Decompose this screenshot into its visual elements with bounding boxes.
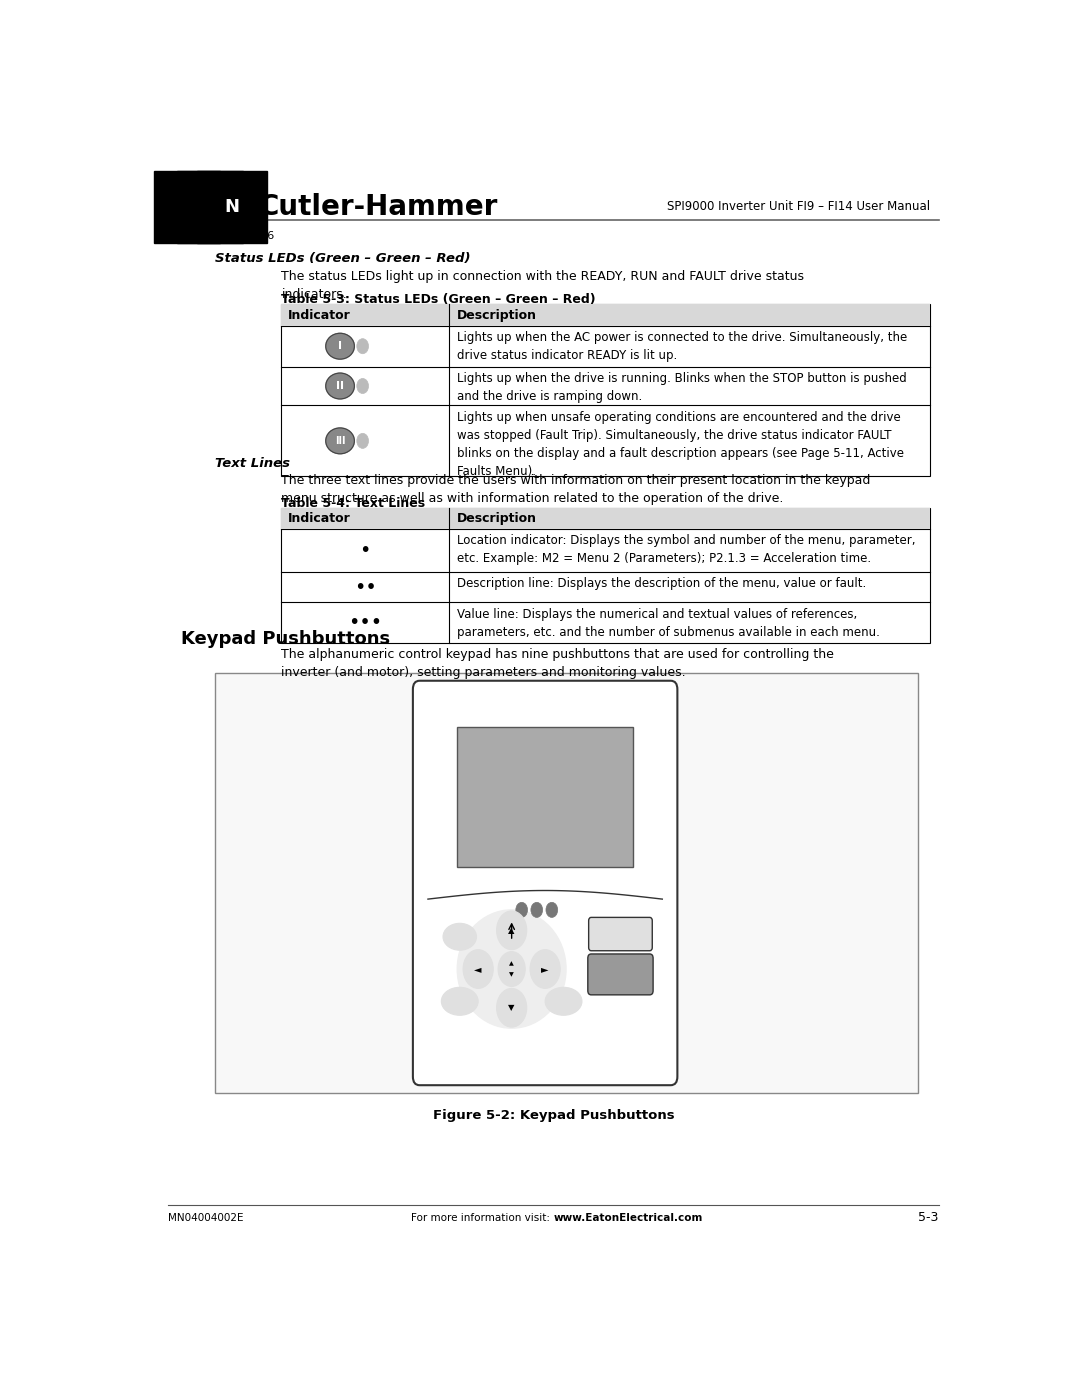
Text: September 2006: September 2006 — [181, 231, 274, 240]
Text: Keypad Pushbuttons: Keypad Pushbuttons — [181, 630, 390, 648]
FancyBboxPatch shape — [282, 507, 930, 643]
Text: Lights up when the AC power is connected to the drive. Simultaneously, the
drive: Lights up when the AC power is connected… — [457, 331, 907, 362]
Circle shape — [463, 950, 494, 989]
Circle shape — [356, 433, 368, 448]
Text: Indicator: Indicator — [288, 511, 351, 525]
FancyBboxPatch shape — [282, 507, 930, 529]
Text: Lights up when unsafe operating conditions are encountered and the drive
was sto: Lights up when unsafe operating conditio… — [457, 411, 904, 478]
Circle shape — [546, 902, 557, 918]
Text: ▼: ▼ — [510, 972, 514, 977]
Text: E: E — [181, 198, 193, 217]
Ellipse shape — [326, 334, 354, 359]
Text: Table 5-3: Status LEDs (Green – Green – Red): Table 5-3: Status LEDs (Green – Green – … — [282, 293, 596, 306]
Text: N: N — [225, 198, 240, 217]
Text: www.EatonElectrical.com: www.EatonElectrical.com — [554, 1213, 703, 1222]
Circle shape — [516, 902, 527, 918]
FancyBboxPatch shape — [589, 918, 652, 951]
Text: select: select — [449, 999, 470, 1004]
Text: Table 5-4: Text Lines: Table 5-4: Text Lines — [282, 497, 426, 510]
FancyBboxPatch shape — [457, 726, 633, 866]
Text: Description: Description — [457, 511, 537, 525]
Text: T: T — [204, 198, 216, 217]
Text: ►: ► — [541, 964, 549, 974]
Text: MN04004002E: MN04004002E — [168, 1213, 244, 1222]
Text: enter: enter — [554, 999, 572, 1004]
Text: ▲: ▲ — [510, 961, 514, 967]
Text: For more information visit:: For more information visit: — [411, 1213, 554, 1222]
FancyBboxPatch shape — [588, 954, 653, 995]
Text: Value line: Displays the numerical and textual values of references,
parameters,: Value line: Displays the numerical and t… — [457, 608, 880, 638]
Text: II: II — [336, 381, 345, 391]
Ellipse shape — [545, 988, 582, 1016]
FancyBboxPatch shape — [413, 680, 677, 1085]
Circle shape — [531, 902, 542, 918]
Text: ◄: ◄ — [474, 964, 482, 974]
Text: Indicator: Indicator — [288, 309, 351, 321]
Text: III: III — [335, 436, 346, 446]
Text: ·: · — [193, 198, 201, 217]
Text: •: • — [360, 541, 370, 560]
Text: Location indicator: Displays the symbol and number of the menu, parameter,
etc. : Location indicator: Displays the symbol … — [457, 535, 916, 566]
Text: Cutler-Hammer: Cutler-Hammer — [259, 193, 498, 221]
Text: Text Lines: Text Lines — [215, 457, 289, 469]
Ellipse shape — [326, 373, 354, 400]
FancyBboxPatch shape — [215, 673, 918, 1092]
Text: STOP: STOP — [607, 970, 634, 979]
Circle shape — [497, 911, 527, 950]
Text: Lights up when the drive is running. Blinks when the STOP button is pushed
and t: Lights up when the drive is running. Bli… — [457, 372, 907, 402]
Circle shape — [530, 950, 561, 989]
Ellipse shape — [443, 923, 476, 950]
Ellipse shape — [326, 427, 354, 454]
Ellipse shape — [457, 909, 566, 1028]
Text: 5-3: 5-3 — [918, 1211, 939, 1224]
Text: Figure 5-2: Keypad Pushbuttons: Figure 5-2: Keypad Pushbuttons — [433, 1109, 674, 1122]
Text: START: START — [605, 929, 636, 939]
Text: •••: ••• — [348, 613, 382, 633]
Text: The three text lines provide the users with information on their present locatio: The three text lines provide the users w… — [282, 474, 870, 506]
Text: ·: · — [215, 198, 222, 217]
Text: Status LEDs (Green – Green – Red): Status LEDs (Green – Green – Red) — [215, 251, 470, 265]
FancyBboxPatch shape — [282, 305, 930, 326]
Circle shape — [356, 338, 368, 353]
Text: ▼: ▼ — [509, 1003, 515, 1013]
FancyBboxPatch shape — [282, 305, 930, 476]
Text: I: I — [338, 341, 342, 351]
Text: reset: reset — [451, 933, 469, 940]
Circle shape — [497, 989, 527, 1027]
Text: The status LEDs light up in connection with the READY, RUN and FAULT drive statu: The status LEDs light up in connection w… — [282, 270, 805, 300]
Text: ▲: ▲ — [509, 926, 515, 935]
Text: Description: Description — [457, 309, 537, 321]
Circle shape — [498, 951, 525, 986]
Text: SPI9000 Inverter Unit FI9 – FI14 User Manual: SPI9000 Inverter Unit FI9 – FI14 User Ma… — [667, 200, 930, 214]
Circle shape — [356, 379, 368, 394]
Ellipse shape — [442, 988, 478, 1016]
Text: Description line: Displays the description of the menu, value or fault.: Description line: Displays the descripti… — [457, 577, 866, 591]
Text: The alphanumeric control keypad has nine pushbuttons that are used for controlli: The alphanumeric control keypad has nine… — [282, 648, 835, 679]
Text: ••: •• — [354, 577, 377, 597]
